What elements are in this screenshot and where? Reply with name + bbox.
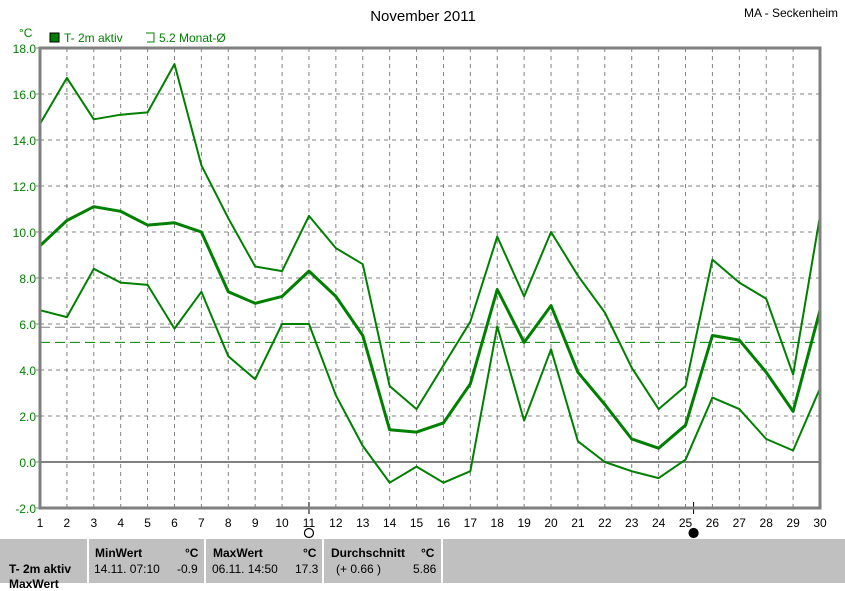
min-header: MinWert bbox=[95, 546, 142, 560]
avg-unit: °C bbox=[421, 546, 434, 560]
x-tick-label: 29 bbox=[786, 516, 800, 530]
max-value: 17.3 bbox=[295, 562, 318, 576]
series-line-0 bbox=[40, 64, 820, 409]
y-tick-label: 6.0 bbox=[19, 318, 36, 332]
y-tick-label: 4.0 bbox=[19, 364, 36, 378]
y-tick-label: 18.0 bbox=[13, 42, 37, 56]
station-name: MA - Seckenheim bbox=[744, 6, 838, 20]
y-tick-label: 8.0 bbox=[19, 272, 36, 286]
y-tick-label: 2.0 bbox=[19, 410, 36, 424]
y-tick-label: 16.0 bbox=[13, 88, 37, 102]
min-value: -0.9 bbox=[177, 562, 198, 576]
x-tick-label: 26 bbox=[706, 516, 720, 530]
x-tick-label: 16 bbox=[437, 516, 451, 530]
y-tick-label: 14.0 bbox=[13, 134, 37, 148]
min-unit: °C bbox=[185, 546, 198, 560]
new-moon-icon bbox=[689, 529, 698, 538]
avg-note: (+ 0.66 ) bbox=[336, 562, 381, 576]
avg-header: Durchschnitt bbox=[331, 546, 405, 560]
x-tick-label: 6 bbox=[171, 516, 178, 530]
y-tick-label: 10.0 bbox=[13, 226, 37, 240]
legend-label-month-avg: 5.2 Monat-Ø bbox=[159, 31, 226, 45]
y-tick-label: 12.0 bbox=[13, 180, 37, 194]
x-tick-label: 24 bbox=[652, 516, 666, 530]
max-unit: °C bbox=[303, 546, 316, 560]
stats-row-label-2: MaxWert bbox=[9, 577, 59, 591]
temperature-chart: November 2011 MA - Seckenheim °C T- 2m a… bbox=[0, 0, 845, 539]
legend-swatch-open bbox=[146, 33, 154, 42]
x-tick-label: 21 bbox=[571, 516, 585, 530]
x-tick-label: 9 bbox=[252, 516, 259, 530]
max-header: MaxWert bbox=[213, 546, 263, 560]
y-tick-label: 0.0 bbox=[19, 456, 36, 470]
y-axis-unit: °C bbox=[19, 26, 33, 40]
legend-swatch-filled bbox=[50, 33, 59, 42]
x-tick-label: 15 bbox=[410, 516, 424, 530]
stats-panel: T- 2m aktiv MaxWert MinWert °C 14.11. 07… bbox=[0, 539, 845, 583]
plot-frame bbox=[40, 48, 820, 508]
x-tick-label: 23 bbox=[625, 516, 639, 530]
x-tick-label: 30 bbox=[813, 516, 827, 530]
avg-value: 5.86 bbox=[413, 562, 436, 576]
x-tick-label: 17 bbox=[464, 516, 478, 530]
x-tick-label: 25 bbox=[679, 516, 693, 530]
max-date: 06.11. 14:50 bbox=[212, 562, 278, 576]
x-tick-label: 20 bbox=[544, 516, 558, 530]
min-date: 14.11. 07:10 bbox=[94, 562, 160, 576]
x-tick-label: 10 bbox=[275, 516, 289, 530]
x-tick-label: 18 bbox=[491, 516, 505, 530]
x-tick-label: 1 bbox=[37, 516, 44, 530]
full-moon-icon bbox=[304, 529, 313, 538]
x-tick-label: 14 bbox=[383, 516, 397, 530]
stats-row-label: T- 2m aktiv bbox=[9, 562, 71, 576]
x-tick-label: 2 bbox=[64, 516, 71, 530]
x-tick-label: 3 bbox=[90, 516, 97, 530]
x-tick-label: 11 bbox=[303, 516, 316, 530]
x-tick-label: 19 bbox=[517, 516, 531, 530]
x-tick-label: 7 bbox=[198, 516, 205, 530]
x-tick-label: 28 bbox=[760, 516, 774, 530]
x-tick-label: 13 bbox=[356, 516, 370, 530]
legend-label-series: T- 2m aktiv bbox=[64, 31, 123, 45]
x-tick-label: 5 bbox=[144, 516, 151, 530]
x-tick-label: 8 bbox=[225, 516, 232, 530]
x-tick-label: 22 bbox=[598, 516, 612, 530]
x-tick-label: 12 bbox=[329, 516, 343, 530]
x-tick-label: 4 bbox=[117, 516, 124, 530]
x-tick-label: 27 bbox=[733, 516, 747, 530]
chart-title: November 2011 bbox=[370, 8, 476, 25]
y-tick-label: -2.0 bbox=[15, 502, 36, 516]
